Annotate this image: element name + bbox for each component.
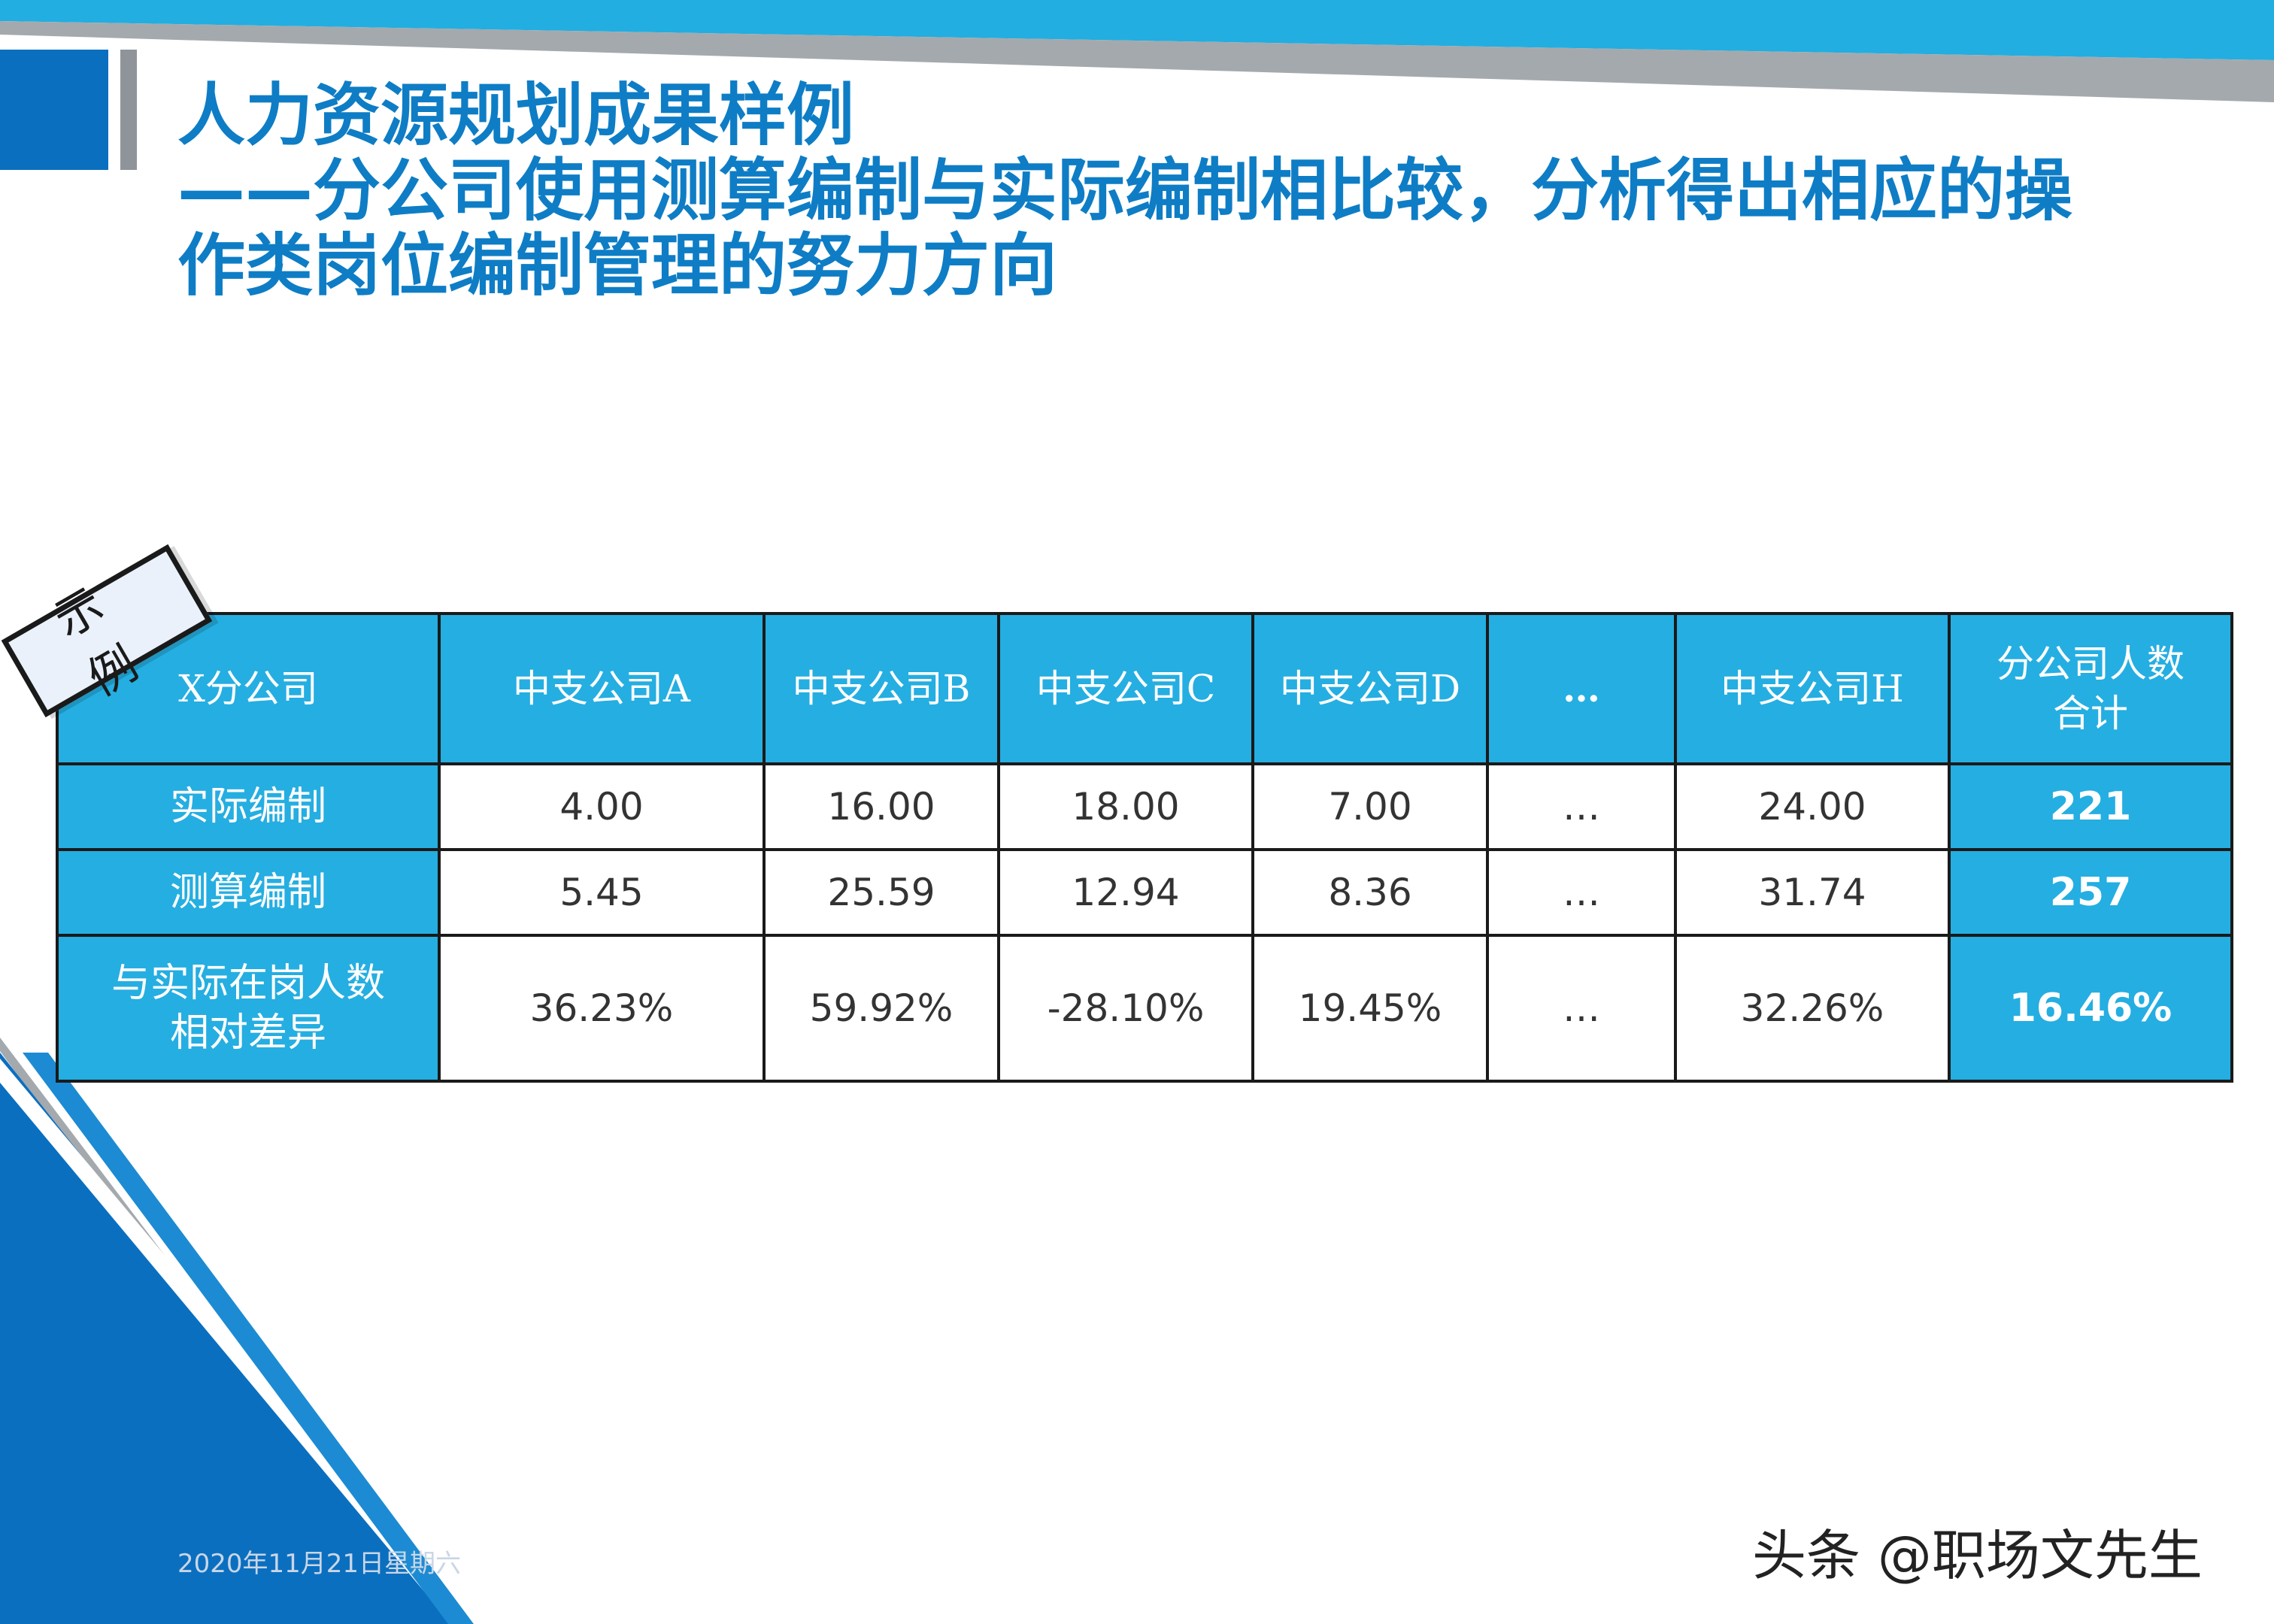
cell-actual-ellipsis: … <box>1486 762 1677 851</box>
cell-estimated-c: 12.94 <box>997 848 1254 937</box>
cell-diff-a: 36.23% <box>438 934 766 1083</box>
cell-diff-b: 59.92% <box>763 934 1000 1083</box>
title-gray-bar <box>120 50 137 170</box>
cell-estimated-total: 257 <box>1948 848 2233 937</box>
header-total-line-1: 分公司人数 <box>1997 642 2185 686</box>
table-row: 测算编制 5.45 25.59 12.94 8.36 … 31.74 257 <box>56 848 2233 937</box>
cell-estimated-h: 31.74 <box>1674 848 1951 937</box>
table-row: 与实际在岗人数 相对差异 36.23% 59.92% -28.10% 19.45… <box>56 934 2233 1083</box>
header-total: 分公司人数 合计 <box>1948 612 2233 765</box>
bottom-gray-triangle <box>0 1038 444 1624</box>
bottom-blue-triangle <box>0 1053 451 1624</box>
cell-actual-total: 221 <box>1948 762 2233 851</box>
title-line-2: ——分公司使用测算编制与实际编制相比较，分析得出相应的操 <box>177 151 2072 230</box>
table-header-row: X分公司 中支公司A 中支公司B 中支公司C 中支公司D … 中支公司H 分公司… <box>56 612 2233 765</box>
title-blue-square <box>0 50 108 170</box>
header-sub-d: 中支公司D <box>1251 612 1489 765</box>
cell-estimated-b: 25.59 <box>763 848 1000 937</box>
header-sub-c: 中支公司C <box>997 612 1254 765</box>
header-total-line-2: 合计 <box>2053 692 2128 735</box>
row-label-estimated: 测算编制 <box>56 848 441 937</box>
header-sub-b: 中支公司B <box>763 612 1000 765</box>
source-watermark: 头条 @职场文先生 <box>1752 1524 2203 1587</box>
row-label-difference-line-2: 相对差异 <box>169 1010 326 1056</box>
bottom-light-blue-band <box>23 1053 474 1624</box>
title-line-1: 人力资源规划成果样例 <box>177 76 854 155</box>
cell-actual-h: 24.00 <box>1674 762 1951 851</box>
footer-date: 2020年11月21日星期六 <box>177 1549 462 1579</box>
cell-actual-a: 4.00 <box>438 762 766 851</box>
cell-estimated-d: 8.36 <box>1251 848 1489 937</box>
title-line-3: 作类岗位编制管理的努力方向 <box>177 226 1057 305</box>
slide-title: 人力资源规划成果样例 ——分公司使用测算编制与实际编制相比较，分析得出相应的操 … <box>177 78 2208 304</box>
table-row: 实际编制 4.00 16.00 18.00 7.00 … 24.00 221 <box>56 762 2233 851</box>
cell-actual-d: 7.00 <box>1251 762 1489 851</box>
cell-estimated-a: 5.45 <box>438 848 766 937</box>
top-cyan-bar <box>0 0 2274 60</box>
cell-diff-ellipsis: … <box>1486 934 1677 1083</box>
header-sub-a: 中支公司A <box>438 612 766 765</box>
cell-estimated-ellipsis: … <box>1486 848 1677 937</box>
staffing-comparison-table: X分公司 中支公司A 中支公司B 中支公司C 中支公司D … 中支公司H 分公司… <box>56 612 2233 1083</box>
cell-diff-h: 32.26% <box>1674 934 1951 1083</box>
cell-actual-b: 16.00 <box>763 762 1000 851</box>
header-ellipsis: … <box>1486 612 1677 765</box>
cell-diff-c: -28.10% <box>997 934 1254 1083</box>
bottom-white-stripe <box>0 1059 474 1624</box>
row-label-actual: 实际编制 <box>56 762 441 851</box>
cell-diff-total: 16.46% <box>1948 934 2233 1083</box>
cell-diff-d: 19.45% <box>1251 934 1489 1083</box>
header-sub-h: 中支公司H <box>1674 612 1951 765</box>
row-label-difference: 与实际在岗人数 相对差异 <box>56 934 441 1083</box>
row-label-difference-line-1: 与实际在岗人数 <box>111 961 385 1006</box>
cell-actual-c: 18.00 <box>997 762 1254 851</box>
